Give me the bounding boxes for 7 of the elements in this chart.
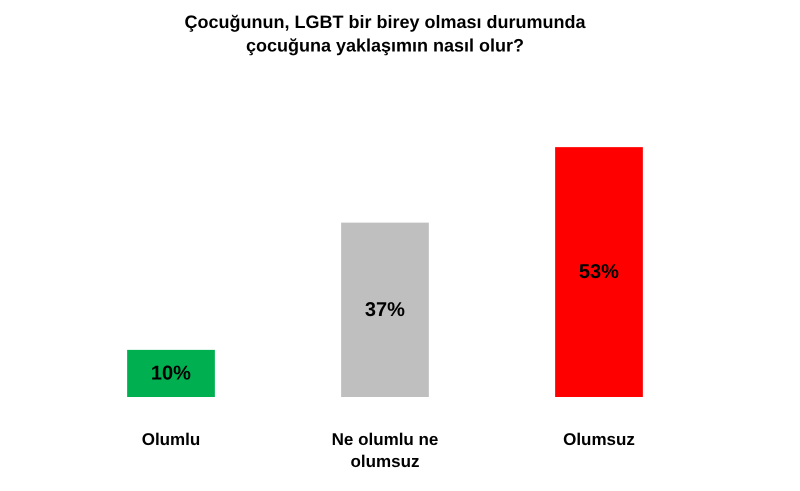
data-label: 53% [578, 261, 620, 284]
data-label: 10% [150, 362, 192, 384]
x-tick-label: Olumlu [142, 430, 200, 449]
x-tick-label: Olumsuz [563, 430, 635, 449]
x-tick-label: Ne olumlu ne olumsuz [332, 430, 438, 472]
data-label: 37% [364, 298, 406, 321]
chart-title: Çocuğunun, LGBT bir birey olması durumunda çocuğuna yaklaşımın nasıl olur? [184, 12, 586, 56]
